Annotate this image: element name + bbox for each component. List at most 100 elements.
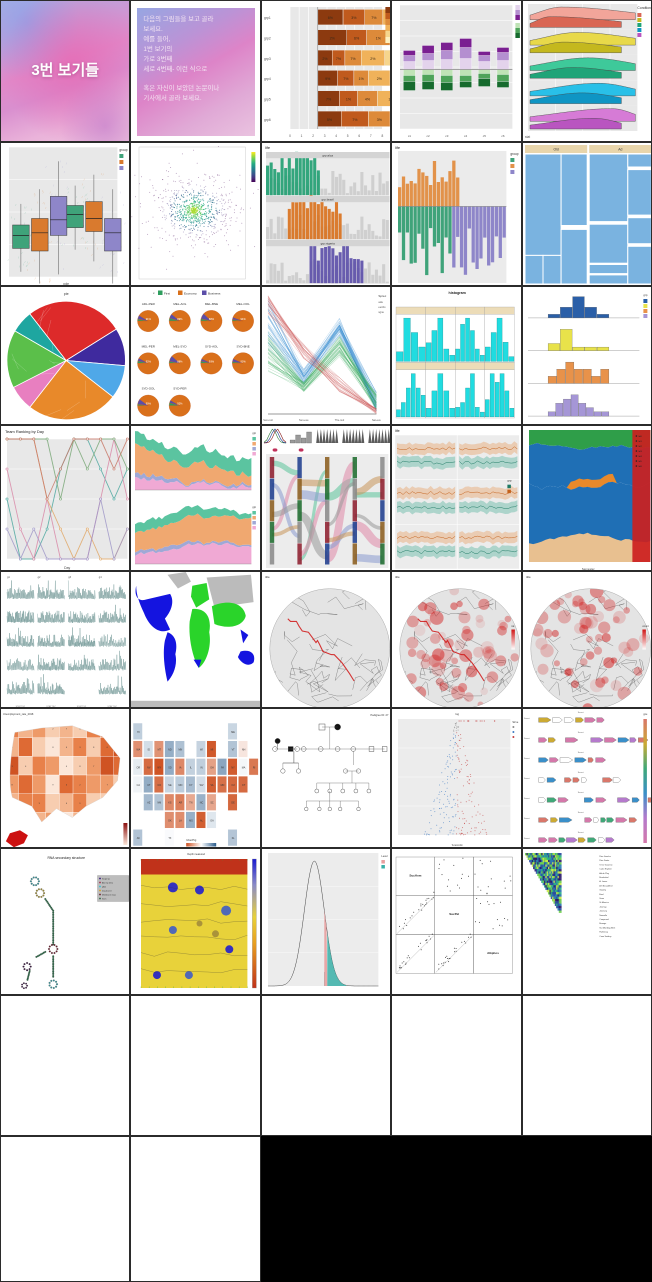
svg-text:Ad de Pluy: Ad de Pluy: [599, 872, 609, 875]
svg-text:grp: grp: [253, 431, 257, 435]
svg-text:Sat-eve: Sat-eve: [372, 418, 381, 422]
svg-text:WV: WV: [200, 784, 204, 787]
svg-text:PA: PA: [221, 766, 224, 769]
svg-text:3%: 3%: [377, 118, 383, 122]
svg-text:St Maurice: St Maurice: [599, 901, 609, 904]
svg-text:grp4: grp4: [264, 77, 271, 81]
svg-text:WI: WI: [200, 749, 203, 752]
svg-text:grp: grp: [508, 479, 512, 483]
svg-text:NC: NC: [200, 802, 204, 805]
svg-text:3: 3: [25, 822, 27, 824]
svg-text:OK: OK: [169, 819, 173, 822]
svg-text:WY: WY: [158, 766, 162, 769]
svg-text:9: 9: [93, 822, 95, 824]
svg-text:MEL-PER: MEL-PER: [142, 344, 156, 348]
svg-text:NH: NH: [242, 749, 246, 752]
svg-text:0: 0: [289, 134, 291, 138]
svg-text:grp:nigeria: grp:nigeria: [320, 241, 334, 245]
svg-text:GA: GA: [211, 819, 215, 822]
svg-text:Sorect: Sorect: [577, 751, 583, 754]
svg-text:grp1: grp1: [264, 16, 271, 20]
svg-text:Comprand: Comprand: [599, 918, 608, 921]
svg-text:Coon Saidrey: Coon Saidrey: [599, 935, 611, 938]
svg-text:5: 5: [347, 134, 349, 138]
svg-text:Calce Esplere: Calce Esplere: [599, 868, 612, 871]
svg-text:stat: stat: [525, 135, 530, 139]
svg-text:Business: Business: [208, 291, 221, 295]
svg-text:grp: grp: [253, 505, 257, 509]
svg-text:NM: NM: [158, 802, 162, 805]
svg-text:9: 9: [120, 766, 122, 768]
svg-text:88%: 88%: [209, 317, 215, 321]
svg-text:/: /: [40, 280, 41, 284]
svg-text:91%: 91%: [146, 317, 152, 321]
svg-text:KY: KY: [190, 784, 194, 787]
svg-text:grp:brazil: grp:brazil: [321, 197, 334, 201]
svg-text:7: 7: [12, 822, 14, 824]
svg-text:c2: c2: [427, 134, 430, 138]
svg-text:Sprec: Sprec: [378, 294, 386, 298]
svg-text:MA: MA: [242, 766, 246, 769]
svg-text:rat: rat: [512, 624, 515, 628]
svg-text:93%: 93%: [241, 359, 247, 363]
svg-text:Team Ranking by Day: Team Ranking by Day: [5, 429, 44, 434]
svg-text:89%: 89%: [178, 317, 184, 321]
svg-text:Condtion: Condtion: [637, 6, 651, 10]
svg-text:7%: 7%: [352, 118, 358, 122]
svg-text:Beurhabel: Beurhabel: [599, 876, 609, 879]
svg-text:g3: g3: [68, 575, 71, 579]
svg-text:group: group: [119, 148, 127, 152]
svg-text:CA: CA: [137, 784, 141, 787]
svg-text:MEL-BNE: MEL-BNE: [205, 302, 218, 306]
svg-text:RNA secondary structure: RNA secondary structure: [47, 856, 85, 860]
svg-text:MEL-AOL: MEL-AOL: [174, 302, 187, 306]
svg-text:SYD-OOL: SYD-OOL: [142, 387, 156, 391]
svg-text:SYD-BNE: SYD-BNE: [237, 344, 250, 348]
svg-text:OR: OR: [137, 766, 141, 769]
svg-text:7%: 7%: [343, 77, 349, 81]
svg-text:ND: ND: [169, 749, 173, 752]
svg-text:Junctury: Junctury: [599, 910, 607, 913]
svg-text:g1: g1: [7, 575, 10, 579]
svg-text:A. Louze: A. Louze: [599, 880, 608, 883]
svg-text:Sorect: Sorect: [577, 711, 583, 714]
svg-text:3: 3: [52, 822, 54, 824]
svg-text:Sorect: Sorect: [577, 731, 583, 734]
svg-text:grp: grp: [643, 293, 647, 297]
svg-text:/: /: [117, 270, 118, 274]
svg-text:WA: WA: [137, 749, 141, 752]
svg-text:Alkphos: Alkphos: [487, 951, 499, 955]
svg-text:c6: c6: [502, 134, 505, 138]
svg-text:life: life: [265, 145, 271, 150]
svg-text:Beauge: Beauge: [599, 923, 607, 925]
svg-text:gne: gne: [643, 713, 648, 716]
svg-text:OH: OH: [211, 766, 215, 769]
svg-text:1%: 1%: [358, 77, 364, 81]
svg-text:Sorect: Sorect: [524, 717, 530, 720]
svg-text:grp:alca: grp:alca: [322, 153, 333, 157]
svg-text:/: /: [8, 258, 9, 262]
svg-text:5%: 5%: [327, 118, 333, 122]
svg-text:title: title: [265, 575, 270, 579]
svg-text:ME: ME: [232, 731, 236, 734]
svg-text:Nouvelle: Nouvelle: [599, 915, 608, 917]
svg-text:Sorect: Sorect: [524, 777, 530, 780]
svg-text:x: x: [153, 291, 155, 295]
svg-text:2: 2: [312, 134, 314, 138]
svg-text:c4: c4: [464, 134, 467, 138]
svg-text:SYD-AOL: SYD-AOL: [205, 344, 218, 348]
svg-text:Depth measured: Depth measured: [188, 853, 206, 856]
svg-text:NY: NY: [232, 766, 236, 769]
svg-text:3%: 3%: [351, 16, 357, 20]
svg-text:Rive Gauche: Rive Gauche: [599, 856, 611, 858]
svg-text:1: 1: [300, 134, 302, 138]
svg-text:HI: HI: [138, 731, 141, 734]
svg-text:VA: VA: [211, 784, 214, 787]
svg-text:7%: 7%: [350, 57, 356, 61]
svg-text:Sorect: Sorect: [577, 831, 583, 834]
svg-text:1%: 1%: [376, 37, 382, 41]
svg-text:Sirve: Sirve: [513, 720, 519, 724]
svg-text:9%: 9%: [325, 77, 331, 81]
svg-text:NE: NE: [169, 784, 173, 787]
svg-text:92%: 92%: [178, 402, 184, 406]
